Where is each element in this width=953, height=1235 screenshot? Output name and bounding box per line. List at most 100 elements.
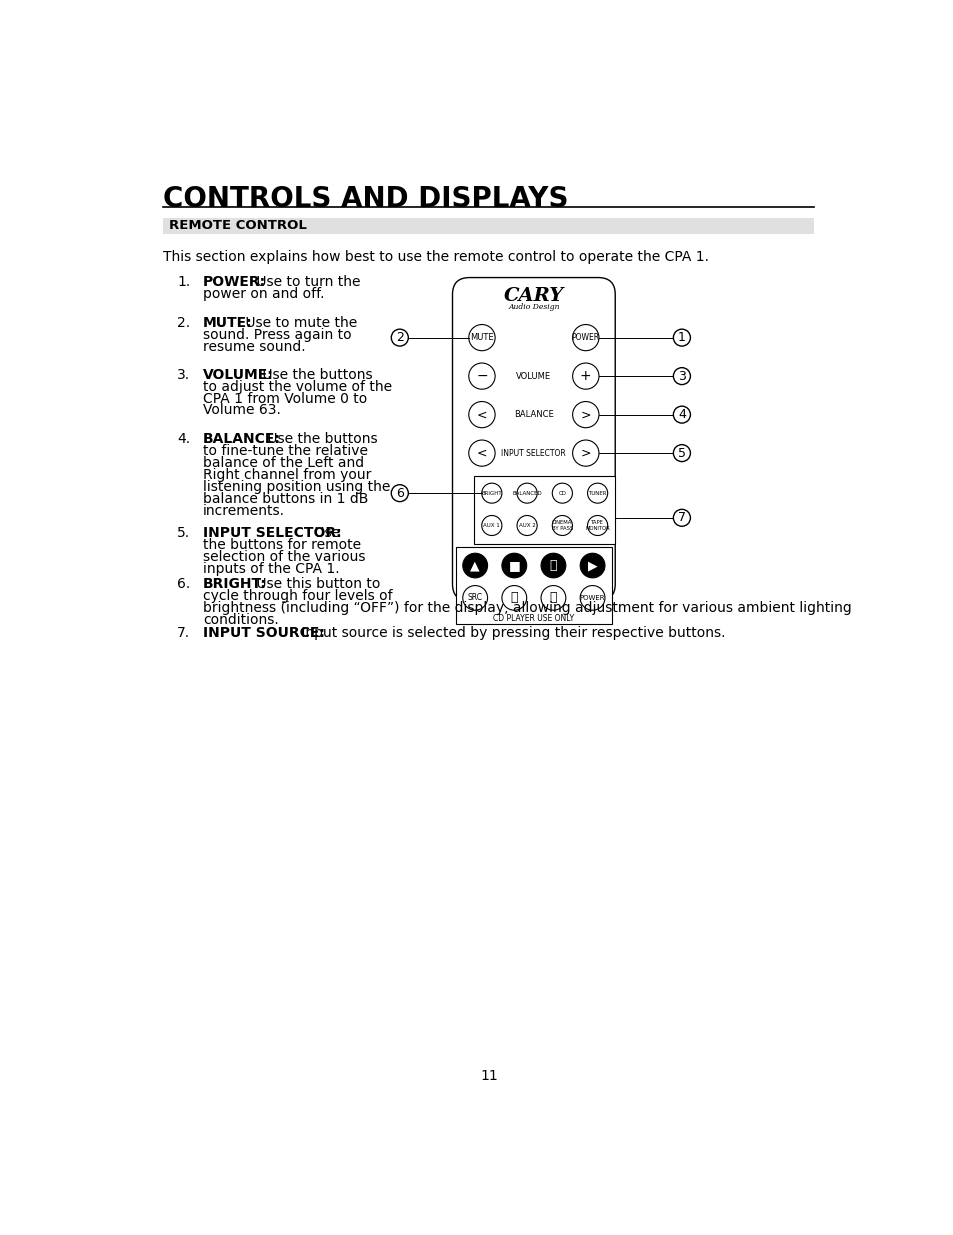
Circle shape	[673, 445, 690, 462]
Text: Input source is selected by pressing their respective buttons.: Input source is selected by pressing the…	[297, 626, 725, 640]
Text: <: <	[476, 447, 487, 459]
Circle shape	[673, 406, 690, 424]
Text: AUX 1: AUX 1	[483, 522, 499, 529]
Text: >: >	[580, 408, 591, 421]
Text: ▲: ▲	[470, 559, 479, 572]
Text: ■: ■	[508, 559, 519, 572]
Text: to adjust the volume of the: to adjust the volume of the	[203, 379, 392, 394]
Text: listening position using the: listening position using the	[203, 480, 390, 494]
Circle shape	[391, 330, 408, 346]
Text: INPUT SELECTOR: INPUT SELECTOR	[501, 448, 566, 458]
Text: SRC: SRC	[467, 593, 482, 603]
Circle shape	[579, 553, 604, 578]
Text: to fine-tune the relative: to fine-tune the relative	[203, 445, 368, 458]
Circle shape	[572, 363, 598, 389]
Text: Audio Design: Audio Design	[508, 303, 559, 311]
Text: VOLUME:: VOLUME:	[203, 368, 274, 382]
Text: Use to mute the: Use to mute the	[241, 316, 357, 330]
Text: selection of the various: selection of the various	[203, 550, 365, 564]
Circle shape	[552, 515, 572, 536]
Text: brightness (including “OFF”) for the display, allowing adjustment for various am: brightness (including “OFF”) for the dis…	[203, 601, 851, 615]
Text: MUTE: MUTE	[470, 333, 494, 342]
Circle shape	[501, 585, 526, 610]
FancyBboxPatch shape	[456, 547, 612, 624]
FancyBboxPatch shape	[452, 278, 615, 601]
Text: increments.: increments.	[203, 504, 285, 517]
Text: the buttons for remote: the buttons for remote	[203, 538, 360, 552]
Text: 5: 5	[678, 447, 685, 459]
Circle shape	[468, 401, 495, 427]
Text: 6: 6	[395, 487, 403, 500]
Text: >: >	[580, 447, 591, 459]
Text: CARY: CARY	[503, 287, 563, 305]
Text: 7.: 7.	[177, 626, 191, 640]
Text: 4.: 4.	[177, 432, 191, 446]
Text: Use the buttons: Use the buttons	[257, 368, 372, 382]
Text: 2.: 2.	[177, 316, 191, 330]
Text: Use to turn the: Use to turn the	[252, 275, 360, 289]
Text: ▶: ▶	[587, 559, 597, 572]
Text: balance of the Left and: balance of the Left and	[203, 456, 364, 471]
Circle shape	[468, 325, 495, 351]
Text: sound. Press again to: sound. Press again to	[203, 329, 352, 342]
Text: CINEMA: CINEMA	[552, 520, 572, 525]
Circle shape	[572, 440, 598, 466]
FancyBboxPatch shape	[474, 477, 615, 543]
Text: conditions.: conditions.	[203, 613, 278, 627]
Text: CD PLAYER USE ONLY: CD PLAYER USE ONLY	[493, 614, 574, 624]
Text: 2: 2	[395, 331, 403, 345]
Text: BRIGHT: BRIGHT	[481, 490, 501, 495]
Text: BALANCE:: BALANCE:	[203, 432, 280, 446]
Text: 4: 4	[678, 408, 685, 421]
Circle shape	[673, 368, 690, 384]
Circle shape	[481, 515, 501, 536]
Text: VOLUME: VOLUME	[516, 372, 551, 380]
Text: Use: Use	[310, 526, 340, 540]
Circle shape	[587, 483, 607, 503]
Text: ⏮: ⏮	[510, 592, 517, 604]
Circle shape	[572, 401, 598, 427]
Circle shape	[462, 553, 487, 578]
Text: CPA 1 from Volume 0 to: CPA 1 from Volume 0 to	[203, 391, 367, 405]
Circle shape	[572, 325, 598, 351]
Circle shape	[517, 515, 537, 536]
Text: BY PASS: BY PASS	[551, 526, 573, 531]
Circle shape	[587, 515, 607, 536]
Text: 1.: 1.	[177, 275, 191, 289]
Text: 7: 7	[678, 511, 685, 525]
Circle shape	[552, 483, 572, 503]
Circle shape	[468, 440, 495, 466]
Text: REMOTE CONTROL: REMOTE CONTROL	[169, 220, 307, 232]
Circle shape	[540, 585, 565, 610]
Text: TUNER: TUNER	[588, 490, 606, 495]
Text: POWER:: POWER:	[203, 275, 266, 289]
FancyBboxPatch shape	[163, 217, 814, 235]
Circle shape	[517, 483, 537, 503]
Text: 11: 11	[479, 1070, 497, 1083]
Text: 3: 3	[678, 369, 685, 383]
Circle shape	[673, 509, 690, 526]
Circle shape	[579, 585, 604, 610]
Text: +: +	[579, 369, 591, 383]
Text: INPUT SOURCE:: INPUT SOURCE:	[203, 626, 324, 640]
Circle shape	[501, 553, 526, 578]
Text: POWER: POWER	[579, 595, 605, 601]
Text: Use the buttons: Use the buttons	[263, 432, 377, 446]
Text: <: <	[476, 408, 487, 421]
Circle shape	[540, 553, 565, 578]
Text: POWER: POWER	[571, 333, 599, 342]
Text: −: −	[476, 369, 487, 383]
Circle shape	[481, 483, 501, 503]
Text: MONITOR: MONITOR	[584, 526, 609, 531]
Text: cycle through four levels of: cycle through four levels of	[203, 589, 393, 603]
Text: 1: 1	[678, 331, 685, 345]
Text: AUX 2: AUX 2	[518, 522, 535, 529]
Text: 6.: 6.	[177, 577, 191, 592]
Text: Use this button to: Use this button to	[253, 577, 380, 592]
Text: This section explains how best to use the remote control to operate the CPA 1.: This section explains how best to use th…	[163, 249, 709, 264]
Text: Right channel from your: Right channel from your	[203, 468, 371, 482]
Text: 5.: 5.	[177, 526, 191, 540]
Circle shape	[468, 363, 495, 389]
Text: balance buttons in 1 dB: balance buttons in 1 dB	[203, 492, 368, 506]
Text: resume sound.: resume sound.	[203, 340, 305, 354]
